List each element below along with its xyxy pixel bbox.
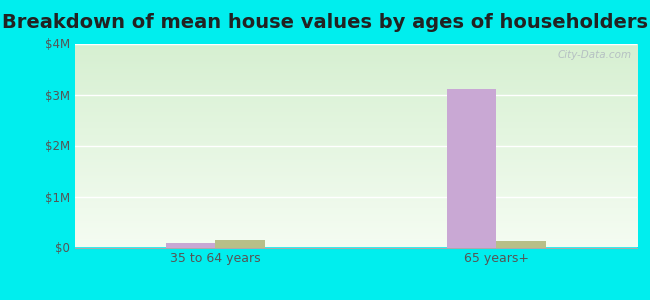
Bar bbox=[447, 89, 497, 247]
Text: Breakdown of mean house values by ages of householders: Breakdown of mean house values by ages o… bbox=[2, 14, 648, 32]
Text: City-Data.com: City-Data.com bbox=[557, 50, 631, 60]
Bar bbox=[215, 240, 265, 248]
Bar bbox=[497, 241, 545, 248]
Bar bbox=[166, 243, 215, 247]
